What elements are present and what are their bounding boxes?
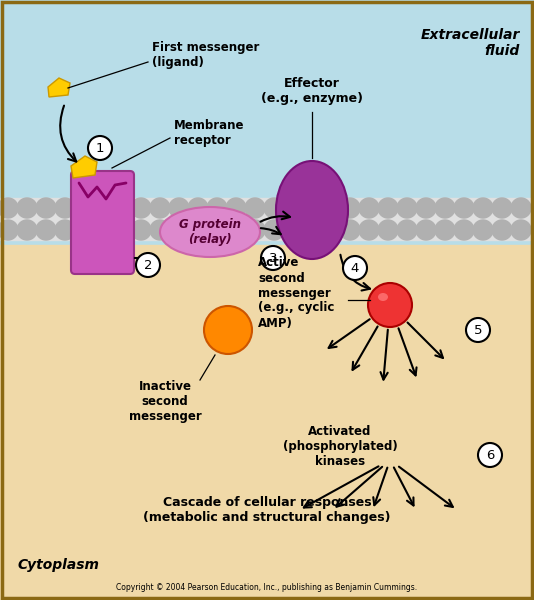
Circle shape <box>204 306 252 354</box>
Circle shape <box>150 220 170 240</box>
Circle shape <box>340 198 360 218</box>
Circle shape <box>74 220 94 240</box>
Text: Copyright © 2004 Pearson Education, Inc., publishing as Benjamin Cummings.: Copyright © 2004 Pearson Education, Inc.… <box>116 583 418 592</box>
Circle shape <box>245 220 265 240</box>
Text: 6: 6 <box>486 449 494 462</box>
Circle shape <box>188 220 208 240</box>
Circle shape <box>340 220 360 240</box>
Circle shape <box>136 253 160 277</box>
Circle shape <box>492 220 512 240</box>
Circle shape <box>131 198 151 218</box>
Circle shape <box>0 198 18 218</box>
Circle shape <box>131 220 151 240</box>
Bar <box>0 198 534 240</box>
Circle shape <box>378 198 398 218</box>
Circle shape <box>397 198 417 218</box>
Circle shape <box>0 220 18 240</box>
Circle shape <box>343 256 367 280</box>
Circle shape <box>36 198 56 218</box>
Text: Inactive
second
messenger: Inactive second messenger <box>129 380 201 423</box>
Text: First messenger
(ligand): First messenger (ligand) <box>152 41 260 69</box>
Circle shape <box>473 220 493 240</box>
Text: 5: 5 <box>474 324 482 337</box>
Text: 2: 2 <box>144 259 152 272</box>
Circle shape <box>112 198 132 218</box>
Text: Active
second
messenger
(e.g., cyclic
AMP): Active second messenger (e.g., cyclic AM… <box>258 257 334 329</box>
Circle shape <box>93 198 113 218</box>
Circle shape <box>454 220 474 240</box>
Text: 1: 1 <box>96 142 104 155</box>
Circle shape <box>435 220 455 240</box>
Circle shape <box>283 198 303 218</box>
Text: 4: 4 <box>351 262 359 275</box>
Ellipse shape <box>160 207 260 257</box>
FancyBboxPatch shape <box>71 171 134 274</box>
Polygon shape <box>71 156 97 178</box>
Text: Cascade of cellular responses
(metabolic and structural changes): Cascade of cellular responses (metabolic… <box>143 496 391 524</box>
Text: Extracellular
fluid: Extracellular fluid <box>421 28 520 58</box>
Polygon shape <box>48 78 70 97</box>
Circle shape <box>283 220 303 240</box>
Circle shape <box>473 198 493 218</box>
Circle shape <box>93 220 113 240</box>
Circle shape <box>321 220 341 240</box>
Bar <box>0 245 534 600</box>
Text: Membrane
receptor: Membrane receptor <box>174 119 245 147</box>
Circle shape <box>359 220 379 240</box>
Text: Effector
(e.g., enzyme): Effector (e.g., enzyme) <box>261 77 363 105</box>
Circle shape <box>511 220 531 240</box>
Circle shape <box>17 220 37 240</box>
Circle shape <box>416 198 436 218</box>
Circle shape <box>88 136 112 160</box>
Circle shape <box>492 198 512 218</box>
Circle shape <box>169 220 189 240</box>
Circle shape <box>74 198 94 218</box>
Circle shape <box>55 198 75 218</box>
Ellipse shape <box>378 293 388 301</box>
Circle shape <box>511 198 531 218</box>
Circle shape <box>416 220 436 240</box>
Circle shape <box>150 198 170 218</box>
Circle shape <box>226 198 246 218</box>
Bar <box>0 0 534 245</box>
Circle shape <box>207 220 227 240</box>
Circle shape <box>302 198 322 218</box>
Circle shape <box>55 220 75 240</box>
Circle shape <box>397 220 417 240</box>
Circle shape <box>378 220 398 240</box>
Circle shape <box>466 318 490 342</box>
Circle shape <box>359 198 379 218</box>
Circle shape <box>454 198 474 218</box>
Ellipse shape <box>276 161 348 259</box>
Circle shape <box>302 220 322 240</box>
Circle shape <box>17 198 37 218</box>
Circle shape <box>478 443 502 467</box>
Circle shape <box>36 220 56 240</box>
Circle shape <box>435 198 455 218</box>
Text: Cytoplasm: Cytoplasm <box>18 558 100 572</box>
Text: G protein
(relay): G protein (relay) <box>179 218 241 246</box>
Circle shape <box>321 198 341 218</box>
Circle shape <box>188 198 208 218</box>
Circle shape <box>112 220 132 240</box>
Circle shape <box>264 198 284 218</box>
Circle shape <box>207 198 227 218</box>
Text: 3: 3 <box>269 252 277 265</box>
Text: Activated
(phosphorylated)
kinases: Activated (phosphorylated) kinases <box>282 425 397 468</box>
Circle shape <box>169 198 189 218</box>
Circle shape <box>245 198 265 218</box>
Circle shape <box>264 220 284 240</box>
Circle shape <box>226 220 246 240</box>
Circle shape <box>261 246 285 270</box>
Circle shape <box>368 283 412 327</box>
